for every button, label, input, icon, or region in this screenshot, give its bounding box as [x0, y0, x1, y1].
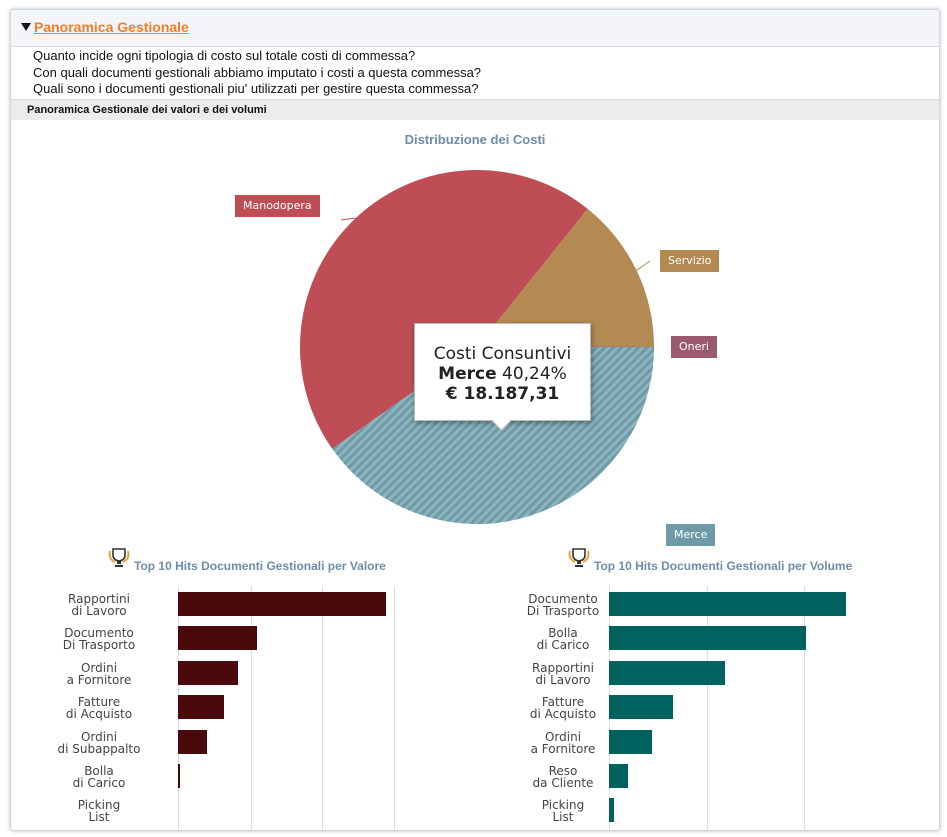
question-1: Quanto incide ogni tipologia di costo su… [33, 48, 416, 63]
bar-category-label: Bolla di Carico [536, 626, 590, 653]
section-header: Panoramica Gestionale dei valori e dei v… [11, 99, 939, 120]
value-bar[interactable] [178, 660, 239, 685]
pie-leader-line [529, 509, 532, 516]
pie-chart [300, 170, 655, 524]
bar-category-label: Documento Di Trasporto [526, 592, 600, 618]
volume-bar[interactable] [609, 729, 652, 754]
pie-leader-line [340, 217, 356, 221]
bar-category-label: Rapportini di Lavoro [532, 660, 594, 687]
bar-category-label: Reso da Cliente [532, 764, 594, 790]
pie-tooltip: Costi Consuntivi Merce 40,24% € 18.187,3… [414, 323, 591, 431]
bar-left-title: Top 10 Hits Documenti Gestionali per Val… [134, 559, 386, 573]
pie-chart-title: Distribuzione dei Costi [404, 132, 546, 147]
bar-gridline [322, 586, 323, 830]
bar-gridline [804, 586, 805, 830]
volume-bar[interactable] [609, 798, 614, 823]
pie-label-manodopera: Manodopera [235, 195, 320, 217]
volume-bar[interactable] [609, 626, 806, 651]
tooltip-heading: Costi Consuntivi [433, 344, 572, 364]
trophy-icon [568, 548, 590, 567]
pie-slice-servizio[interactable] [477, 208, 654, 348]
bar-right-title: Top 10 Hits Documenti Gestionali per Vol… [594, 559, 853, 573]
bar-gridline [707, 586, 708, 830]
bar-category-label: Bolla di Carico [72, 764, 126, 790]
bar-gridline [394, 586, 395, 830]
bar-gridline [251, 586, 252, 830]
collapse-triangle-icon[interactable] [21, 23, 31, 31]
bar-category-label: Rapportini di Lavoro [68, 592, 130, 618]
value-bar[interactable] [178, 764, 181, 788]
pie-label-merce: Merce [666, 524, 716, 546]
value-bar[interactable] [178, 626, 258, 651]
tooltip-amount: € 18.187,31 [445, 384, 560, 404]
tooltip-percent: 40,24% [502, 364, 567, 384]
bar-category-label: Ordini a Fornitore [66, 660, 132, 687]
volume-bar[interactable] [609, 764, 628, 788]
questions-list: Quanto incide ogni tipologia di costo su… [33, 48, 481, 98]
pie-leader-line [636, 260, 651, 271]
trophy-icon [108, 548, 130, 567]
volume-bar[interactable] [609, 592, 846, 616]
bar-category-label: Picking List [77, 798, 121, 825]
bar-category-label: Ordini di Subappalto [57, 729, 141, 756]
panel-frame: Panoramica Gestionale Quanto incide ogni… [10, 9, 940, 831]
section-title: Panoramica Gestionale dei valori e dei v… [27, 104, 267, 116]
bar-category-label: Picking List [541, 798, 585, 825]
tooltip-category: Merce [438, 364, 497, 384]
value-bar[interactable] [178, 729, 208, 754]
pie-slice-manodopera[interactable] [300, 170, 588, 449]
volume-bar[interactable] [609, 660, 726, 685]
bar-category-label: Fatture di Acquisto [65, 695, 133, 722]
bar-category-label: Fatture di Acquisto [529, 695, 597, 722]
bar-category-label: Ordini a Fornitore [530, 729, 596, 756]
volume-bar[interactable] [609, 695, 673, 720]
question-3: Quali sono i documenti gestionali piu' u… [33, 81, 479, 96]
question-2: Con quali documenti gestionali abbiamo i… [33, 64, 482, 80]
pie-label-oneri: Oneri [671, 336, 717, 358]
value-bar[interactable] [178, 592, 386, 616]
pie-label-servizio: Servizio [660, 250, 720, 272]
bar-category-label: Documento Di Trasporto [62, 626, 136, 653]
panel-title-link[interactable]: Panoramica Gestionale [34, 19, 189, 35]
panel-header: Panoramica Gestionale [11, 10, 939, 47]
value-bar[interactable] [178, 695, 224, 720]
